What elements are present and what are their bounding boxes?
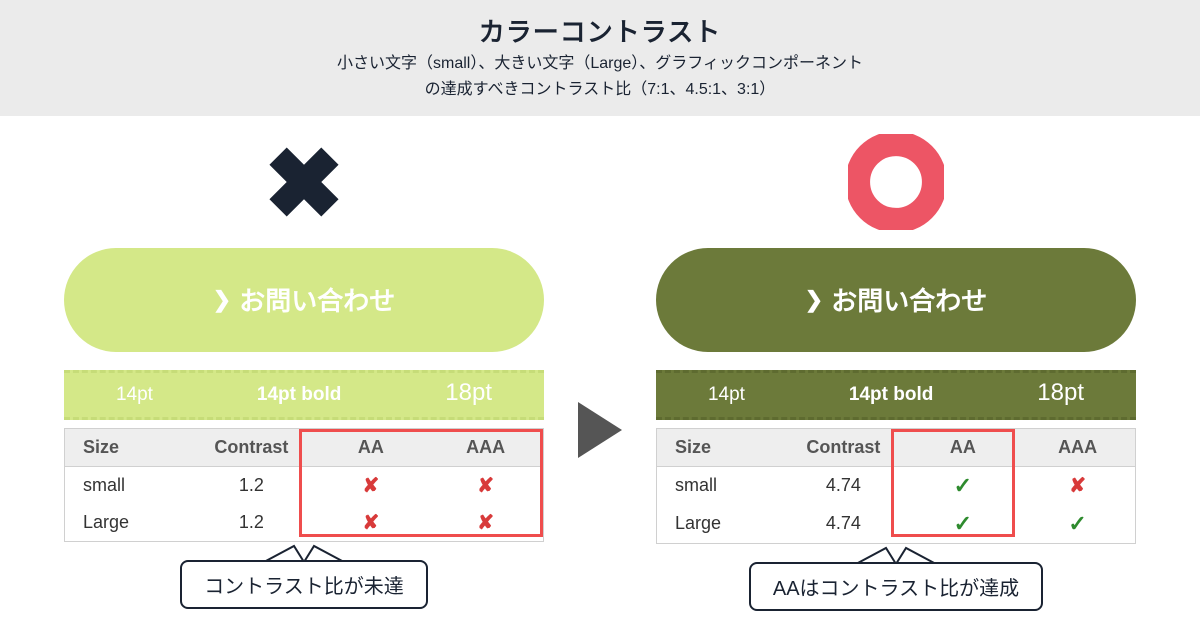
col-aaa: AAA bbox=[1020, 429, 1135, 467]
size-18pt: 18pt bbox=[1037, 379, 1084, 407]
size-14pt: 14pt bbox=[116, 384, 153, 406]
cell-aaa: ✘ bbox=[428, 466, 543, 504]
contact-pill-bad: ❯ お問い合わせ bbox=[64, 248, 544, 352]
pass-icon: ✓ bbox=[954, 473, 972, 498]
cell-size: small bbox=[65, 466, 189, 504]
chevron-right-icon: ❯ bbox=[805, 287, 823, 313]
col-contrast: Contrast bbox=[189, 429, 313, 467]
size-14pt-bold: 14pt bold bbox=[849, 384, 933, 406]
subtitle-line1: 小さい文字（small）、大きい文字（Large）、グラフィックコンポーネント bbox=[0, 53, 1200, 75]
callout-text-bad: コントラスト比が未達 bbox=[180, 560, 428, 609]
size-14pt-bold: 14pt bold bbox=[257, 384, 341, 406]
fail-icon: ✘ bbox=[363, 512, 380, 534]
font-size-row-bad: 14pt 14pt bold 18pt bbox=[64, 370, 544, 420]
table-row: Large4.74 ✓ ✓ bbox=[657, 505, 1135, 543]
col-aaa: AAA bbox=[428, 429, 543, 467]
cell-aaa: ✘ bbox=[428, 504, 543, 541]
cell-aa: ✘ bbox=[314, 466, 429, 504]
fail-icon: ✘ bbox=[477, 512, 494, 534]
col-size: Size bbox=[657, 429, 781, 467]
cell-aa: ✓ bbox=[906, 505, 1021, 543]
chevron-right-icon: ❯ bbox=[213, 287, 231, 313]
callout-good: AAはコントラスト比が達成 bbox=[749, 562, 1043, 611]
table-row: small4.74 ✓ ✘ bbox=[657, 466, 1135, 505]
font-size-row-good: 14pt 14pt bold 18pt bbox=[656, 370, 1136, 420]
col-aa: AA bbox=[906, 429, 1021, 467]
arrow-right-icon bbox=[572, 398, 628, 467]
panel-bad: ❯ お問い合わせ 14pt 14pt bold 18pt Size Contra… bbox=[54, 134, 554, 609]
size-18pt: 18pt bbox=[445, 379, 492, 407]
cell-size: Large bbox=[657, 505, 781, 543]
page-title: カラーコントラスト bbox=[0, 12, 1200, 49]
cell-aaa: ✘ bbox=[1020, 466, 1135, 505]
cell-size: Large bbox=[65, 504, 189, 541]
cell-contrast: 1.2 bbox=[189, 466, 313, 504]
table-row: small1.2 ✘ ✘ bbox=[65, 466, 543, 504]
circle-icon bbox=[848, 134, 944, 230]
fail-icon: ✘ bbox=[1069, 475, 1086, 497]
cell-contrast: 1.2 bbox=[189, 504, 313, 541]
cell-aa: ✘ bbox=[314, 504, 429, 541]
content: ❯ お問い合わせ 14pt 14pt bold 18pt Size Contra… bbox=[0, 116, 1200, 611]
pill-label: お問い合わせ bbox=[831, 281, 987, 318]
fail-icon: ✘ bbox=[477, 475, 494, 497]
pass-icon: ✓ bbox=[1068, 511, 1086, 536]
contrast-table-good: Size Contrast AA AAA small4.74 ✓ ✘ Large4.7… bbox=[656, 428, 1136, 544]
cell-size: small bbox=[657, 466, 781, 505]
col-contrast: Contrast bbox=[781, 429, 905, 467]
cell-contrast: 4.74 bbox=[781, 466, 905, 505]
subtitle-line2: の達成すべきコントラスト比（7:1、4.5:1、3:1） bbox=[0, 79, 1200, 101]
cell-contrast: 4.74 bbox=[781, 505, 905, 543]
cross-icon bbox=[256, 134, 352, 230]
table-row: Large1.2 ✘ ✘ bbox=[65, 504, 543, 541]
callout-text-good: AAはコントラスト比が達成 bbox=[749, 562, 1043, 611]
col-aa: AA bbox=[314, 429, 429, 467]
contact-pill-good: ❯ お問い合わせ bbox=[656, 248, 1136, 352]
size-14pt: 14pt bbox=[708, 384, 745, 406]
header: カラーコントラスト 小さい文字（small）、大きい文字（Large）、グラフィ… bbox=[0, 0, 1200, 116]
fail-icon: ✘ bbox=[363, 475, 380, 497]
pass-icon: ✓ bbox=[954, 511, 972, 536]
callout-bad: コントラスト比が未達 bbox=[180, 560, 428, 609]
pill-label: お問い合わせ bbox=[239, 281, 395, 318]
contrast-table-bad: Size Contrast AA AAA small1.2 ✘ ✘ Large1.2 ✘… bbox=[64, 428, 544, 542]
panel-good: ❯ お問い合わせ 14pt 14pt bold 18pt Size Contra… bbox=[646, 134, 1146, 611]
cell-aa: ✓ bbox=[906, 466, 1021, 505]
col-size: Size bbox=[65, 429, 189, 467]
cell-aaa: ✓ bbox=[1020, 505, 1135, 543]
